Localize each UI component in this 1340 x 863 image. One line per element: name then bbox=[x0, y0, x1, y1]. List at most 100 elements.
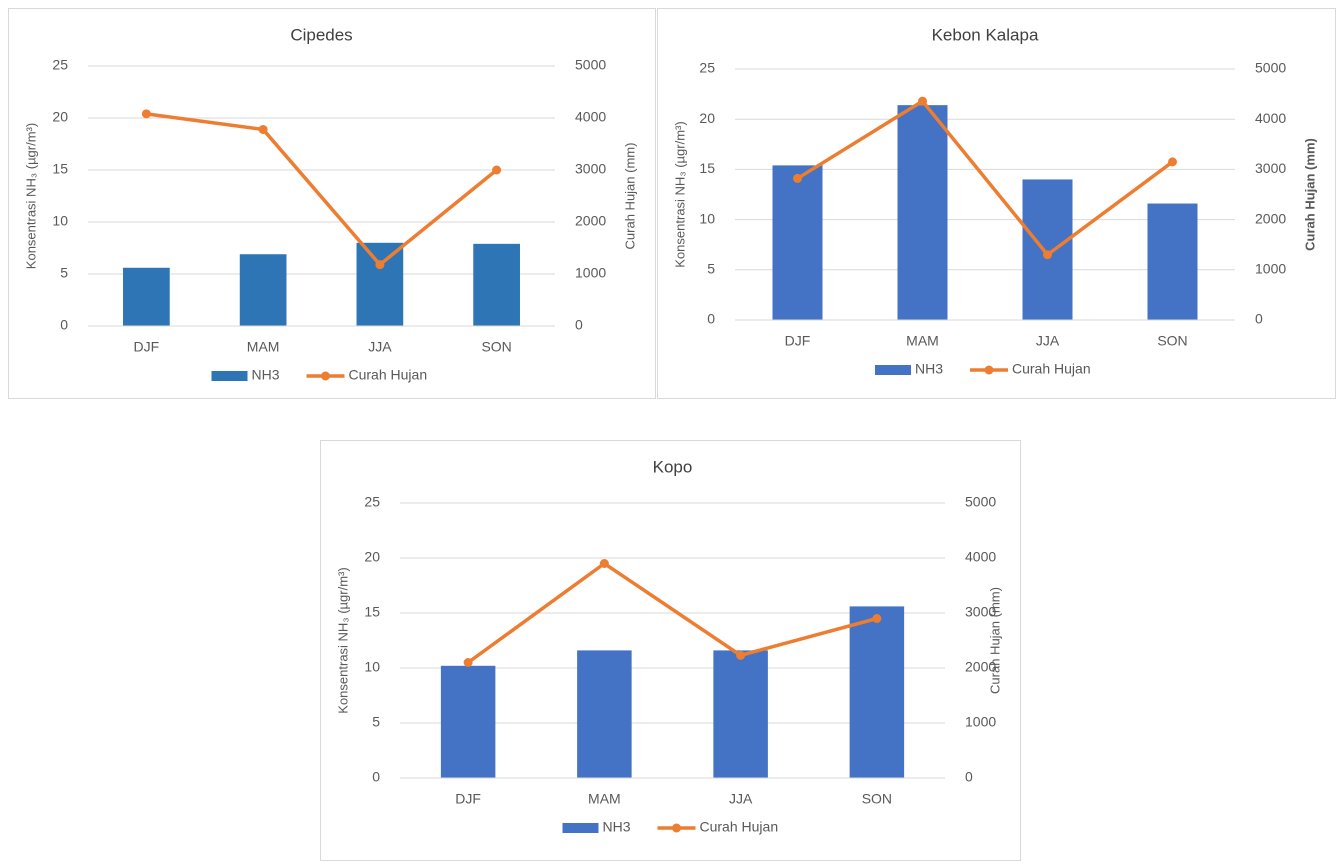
chart-panel: Cipedes 0 5 10 15 20 25 0 1000 2000 3000 4000 5000 Ko… bbox=[8, 8, 656, 399]
y-tick-label: 10 bbox=[699, 210, 715, 226]
y-tick-label: 15 bbox=[364, 604, 380, 620]
y-tick-label: 25 bbox=[52, 57, 68, 73]
chart-frame bbox=[657, 8, 1336, 399]
y-axis-label: Konsentrasi NH₃ (µgr/m³) bbox=[335, 567, 350, 713]
legend-swatch bbox=[211, 371, 248, 381]
y-tick-label: 0 bbox=[60, 317, 68, 333]
chart-title: Kopo bbox=[653, 457, 693, 476]
y-tick-label: 25 bbox=[699, 60, 715, 76]
y2-tick-label: 1000 bbox=[575, 265, 606, 281]
y-tick-label: 15 bbox=[699, 160, 715, 176]
y2-tick-label: 4000 bbox=[965, 549, 996, 565]
line-point bbox=[1043, 250, 1052, 260]
y2-tick-label: 5000 bbox=[965, 494, 996, 510]
y2-tick-label: 0 bbox=[1255, 311, 1263, 327]
x-tick-label: MAM bbox=[906, 333, 939, 349]
y2-tick-label: 0 bbox=[965, 769, 973, 785]
chart-panel: Kebon Kalapa 0 5 10 15 20 25 0 1000 2000 3000 4000 5… bbox=[657, 8, 1336, 399]
line-point bbox=[599, 559, 609, 568]
line-point bbox=[736, 650, 746, 660]
line-series bbox=[796, 98, 1174, 258]
bar bbox=[577, 650, 632, 778]
y2-axis-label: Curah Hujan (mm) bbox=[622, 143, 637, 250]
bar bbox=[356, 242, 404, 326]
bar bbox=[713, 650, 768, 778]
line-point bbox=[1168, 157, 1177, 167]
line-point bbox=[918, 96, 927, 106]
bar bbox=[123, 267, 170, 326]
y-tick-label: 5 bbox=[60, 265, 68, 281]
legend-label: Curah Hujan bbox=[349, 367, 428, 383]
chart-title: Kebon Kalapa bbox=[932, 25, 1039, 44]
y-tick-label: 20 bbox=[364, 549, 380, 565]
y-tick-label: 0 bbox=[707, 311, 715, 327]
y2-tick-label: 5000 bbox=[1255, 60, 1286, 76]
line-point bbox=[463, 658, 473, 667]
y-tick-label: 10 bbox=[52, 213, 68, 229]
y2-axis-label: Curah Hujan (mm) bbox=[987, 587, 1002, 694]
bar bbox=[772, 165, 823, 320]
legend-label: Curah Hujan bbox=[1012, 361, 1091, 377]
bar bbox=[1147, 203, 1198, 320]
y2-tick-label: 0 bbox=[575, 317, 583, 333]
legend-swatch-point bbox=[672, 823, 681, 833]
x-tick-label: MAM bbox=[588, 791, 621, 807]
y-axis-label: Konsentrasi NH₃ (µgr/m³) bbox=[672, 121, 687, 267]
y-tick-label: 20 bbox=[699, 110, 715, 126]
line-point bbox=[258, 124, 268, 134]
y2-tick-label: 2000 bbox=[575, 213, 606, 229]
legend-label: NH3 bbox=[252, 367, 280, 383]
line-point bbox=[492, 165, 502, 175]
line-series bbox=[467, 561, 878, 664]
y-tick-label: 10 bbox=[364, 659, 380, 675]
x-tick-label: DJF bbox=[455, 791, 481, 807]
legend-label: NH3 bbox=[915, 361, 943, 377]
legend-swatch-point bbox=[321, 371, 330, 381]
chart-panel: Kopo 0 5 10 15 20 25 0 1000 2000 3000 4000 5000 Konse… bbox=[320, 440, 1021, 861]
y2-tick-label: 4000 bbox=[575, 109, 606, 125]
y-axis-label: Konsentrasi NH₃ (µgr/m³) bbox=[23, 123, 38, 269]
y2-tick-label: 3000 bbox=[965, 604, 996, 620]
y-tick-label: 5 bbox=[707, 261, 715, 277]
legend-swatch bbox=[562, 823, 599, 833]
bar bbox=[473, 243, 520, 326]
y-tick-label: 15 bbox=[52, 161, 68, 177]
line-point bbox=[793, 173, 802, 183]
bar bbox=[440, 665, 496, 778]
bar bbox=[1022, 179, 1073, 320]
y-tick-label: 20 bbox=[52, 109, 68, 125]
x-tick-label: SON bbox=[481, 339, 511, 355]
x-tick-label: MAM bbox=[247, 339, 280, 355]
y2-tick-label: 4000 bbox=[1255, 110, 1286, 126]
y2-tick-label: 1000 bbox=[965, 714, 996, 730]
bar bbox=[849, 606, 905, 778]
legend-label: Curah Hujan bbox=[700, 819, 779, 835]
y2-tick-label: 2000 bbox=[965, 659, 996, 675]
y2-tick-label: 3000 bbox=[575, 161, 606, 177]
x-tick-label: SON bbox=[1157, 333, 1187, 349]
y-tick-label: 25 bbox=[364, 494, 380, 510]
legend-swatch bbox=[875, 365, 911, 375]
line-series bbox=[146, 112, 498, 268]
x-tick-label: JJA bbox=[368, 339, 392, 355]
x-tick-label: DJF bbox=[785, 333, 811, 349]
x-tick-label: DJF bbox=[134, 339, 160, 355]
line-point bbox=[872, 614, 882, 623]
y2-tick-label: 1000 bbox=[1255, 261, 1286, 277]
chart-title: Cipedes bbox=[290, 25, 352, 44]
y2-tick-label: 3000 bbox=[1255, 160, 1286, 176]
x-tick-label: JJA bbox=[1036, 333, 1060, 349]
y-tick-label: 5 bbox=[372, 714, 380, 730]
y2-axis-label: Curah Hujan (mm) bbox=[1302, 138, 1317, 251]
legend-label: NH3 bbox=[603, 819, 631, 835]
y2-tick-label: 5000 bbox=[575, 57, 606, 73]
y2-tick-label: 2000 bbox=[1255, 210, 1286, 226]
chart-frame bbox=[8, 8, 656, 399]
bar bbox=[897, 105, 948, 320]
line-point bbox=[375, 260, 385, 270]
x-tick-label: JJA bbox=[729, 791, 753, 807]
legend-swatch-point bbox=[984, 365, 994, 375]
bar bbox=[239, 254, 287, 326]
